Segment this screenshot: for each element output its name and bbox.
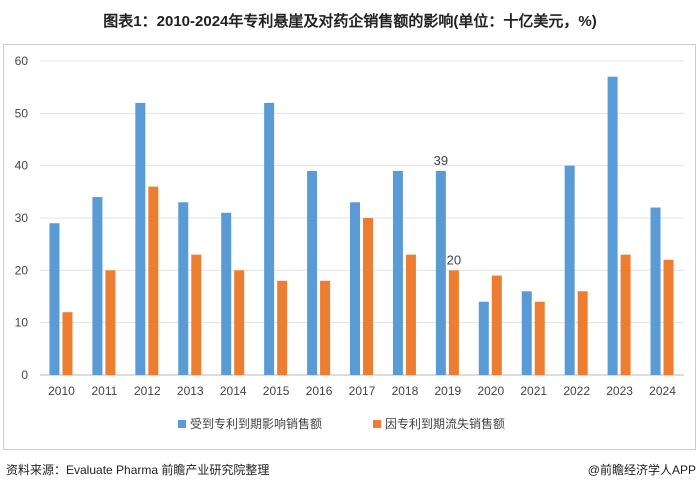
bar-affected-2021 <box>521 291 532 375</box>
bar-affected-2014 <box>221 212 232 375</box>
x-tick-label: 2012 <box>134 384 161 398</box>
x-tick-label: 2014 <box>220 384 247 398</box>
chart-frame <box>3 44 696 450</box>
bar-affected-2012 <box>135 102 146 375</box>
y-tick-label: 0 <box>21 368 28 382</box>
x-tick-label: 2022 <box>563 384 590 398</box>
bar-affected-2024 <box>650 207 661 375</box>
bar-lost-2011 <box>105 270 116 375</box>
bar-affected-2018 <box>392 170 403 375</box>
x-tick-label: 2013 <box>177 384 204 398</box>
y-tick-label: 40 <box>15 159 29 173</box>
bar-lost-2023 <box>620 254 631 375</box>
bar-affected-2015 <box>264 102 275 375</box>
bar-affected-2013 <box>178 202 189 375</box>
bar-lost-2020 <box>491 275 502 375</box>
y-tick-label: 60 <box>15 54 29 68</box>
y-tick-label: 30 <box>15 211 29 225</box>
x-tick-label: 2015 <box>263 384 290 398</box>
bar-lost-2024 <box>663 259 674 375</box>
bar-lost-2017 <box>363 218 373 375</box>
bar-affected-2022 <box>564 165 575 375</box>
bar-lost-2013 <box>191 254 202 375</box>
bar-affected-2016 <box>307 170 318 375</box>
bar-lost-2015 <box>277 280 288 375</box>
legend-label: 因专利到期流失销售额 <box>385 416 505 431</box>
x-tick-label: 2017 <box>349 384 376 398</box>
bar-affected-2019 <box>435 170 446 375</box>
bar-affected-2023 <box>607 76 618 375</box>
bar-lost-2014 <box>234 270 245 375</box>
bar-affected-2020 <box>478 301 489 375</box>
bar-lost-2010 <box>62 312 73 375</box>
x-tick-label: 2010 <box>48 384 75 398</box>
x-tick-label: 2016 <box>306 384 333 398</box>
bar-affected-2011 <box>92 197 103 375</box>
bar-lost-2022 <box>577 291 588 375</box>
x-tick-label: 2023 <box>606 384 633 398</box>
y-tick-label: 50 <box>15 106 29 120</box>
legend-swatch <box>373 420 381 428</box>
bar-lost-2018 <box>405 254 416 375</box>
source-note: 资料来源：Evaluate Pharma 前瞻产业研究院整理 <box>6 463 270 477</box>
brand-label: @前瞻经济学人APP <box>587 463 696 477</box>
data-label: 39 <box>434 153 448 168</box>
x-tick-label: 2021 <box>520 384 547 398</box>
bar-lost-2016 <box>320 280 331 375</box>
x-tick-label: 2019 <box>435 384 462 398</box>
data-label: 20 <box>447 252 461 267</box>
bar-lost-2019 <box>448 270 459 375</box>
legend-swatch <box>178 420 186 428</box>
y-tick-label: 20 <box>15 263 29 277</box>
bar-lost-2021 <box>534 301 545 375</box>
bar-lost-2012 <box>148 186 159 375</box>
chart-title: 图表1：2010-2024年专利悬崖及对药企销售额的影响(单位：十亿美元，%) <box>103 13 597 30</box>
x-tick-label: 2018 <box>392 384 419 398</box>
legend-label: 受到专利到期影响销售额 <box>190 416 322 431</box>
y-tick-label: 10 <box>15 316 29 330</box>
bar-affected-2017 <box>350 202 360 375</box>
x-tick-label: 2020 <box>477 384 504 398</box>
x-tick-label: 2011 <box>91 384 117 398</box>
bar-affected-2010 <box>49 223 60 375</box>
x-tick-label: 2024 <box>649 384 676 398</box>
